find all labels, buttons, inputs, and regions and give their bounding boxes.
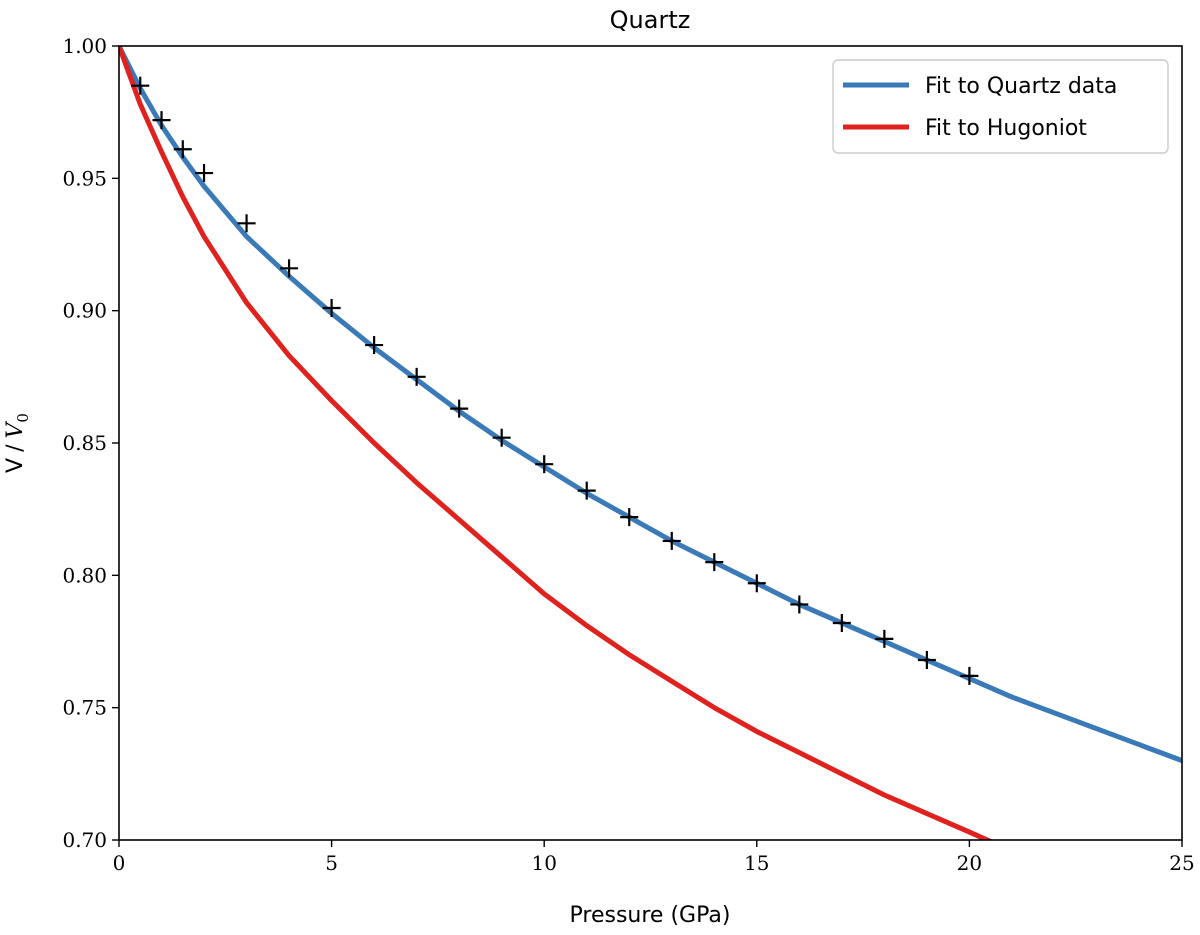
y-tick-label: 0.90 — [62, 299, 107, 323]
chart-title: Quartz — [610, 6, 691, 34]
y-tick-label: 1.00 — [62, 34, 107, 58]
y-axis-label-sep: / — [3, 444, 28, 452]
data-point-plus — [662, 531, 681, 550]
y-tick-label: 0.85 — [62, 431, 107, 455]
plot-area — [119, 46, 1182, 840]
y-axis-label-main: V — [3, 458, 28, 473]
data-point-plus — [450, 399, 469, 418]
legend-box — [832, 59, 1169, 154]
data-point-plus — [195, 164, 214, 183]
y-axis-label-subscript: 0 — [14, 413, 32, 423]
data-point-plus — [280, 259, 299, 278]
x-tick-label: 15 — [744, 851, 769, 875]
data-point-plus — [620, 508, 639, 527]
y-axis: 0.70 0.75 0.80 0.85 0.90 0.95 1.00 — [62, 34, 119, 852]
data-point-plus — [322, 299, 341, 318]
x-tick-label: 10 — [531, 851, 556, 875]
data-point-plus — [131, 76, 150, 95]
data-point-plus — [407, 367, 426, 386]
x-axis-label: Pressure (GPa) — [570, 903, 731, 928]
data-point-plus — [237, 214, 256, 233]
data-point-plus — [535, 455, 554, 474]
y-axis-label: V/V0 — [3, 413, 32, 473]
data-point-plus — [960, 666, 979, 685]
data-point-plus — [365, 336, 384, 355]
x-tick-label: 25 — [1169, 851, 1194, 875]
data-point-plus — [173, 140, 192, 159]
data-point-plus — [917, 651, 936, 670]
legend-label-hugoniot-fit: Fit to Hugoniot — [925, 116, 1087, 141]
data-point-plus — [705, 553, 724, 572]
y-tick-label: 0.70 — [62, 828, 107, 852]
data-markers — [131, 76, 979, 685]
y-tick-label: 0.95 — [62, 166, 107, 190]
y-tick-label: 0.80 — [62, 563, 107, 587]
legend-label-quartz-fit: Fit to Quartz data — [925, 74, 1117, 99]
data-point-plus — [832, 613, 851, 632]
series-line-1 — [119, 46, 994, 840]
x-axis: 0 5 10 15 20 25 — [113, 840, 1195, 875]
x-tick-label: 20 — [957, 851, 982, 875]
data-point-plus — [152, 111, 171, 130]
data-point-plus — [492, 428, 511, 447]
x-tick-label: 0 — [113, 851, 126, 875]
y-tick-label: 0.75 — [62, 696, 107, 720]
data-point-plus — [577, 481, 596, 500]
x-tick-label: 5 — [325, 851, 338, 875]
series-line-0 — [119, 46, 1182, 763]
data-point-plus — [875, 629, 894, 648]
data-point-plus — [790, 595, 809, 614]
legend: Fit to Quartz data Fit to Hugoniot — [832, 59, 1169, 154]
y-axis-label-symbol: V — [3, 420, 28, 438]
data-point-plus — [747, 574, 766, 593]
